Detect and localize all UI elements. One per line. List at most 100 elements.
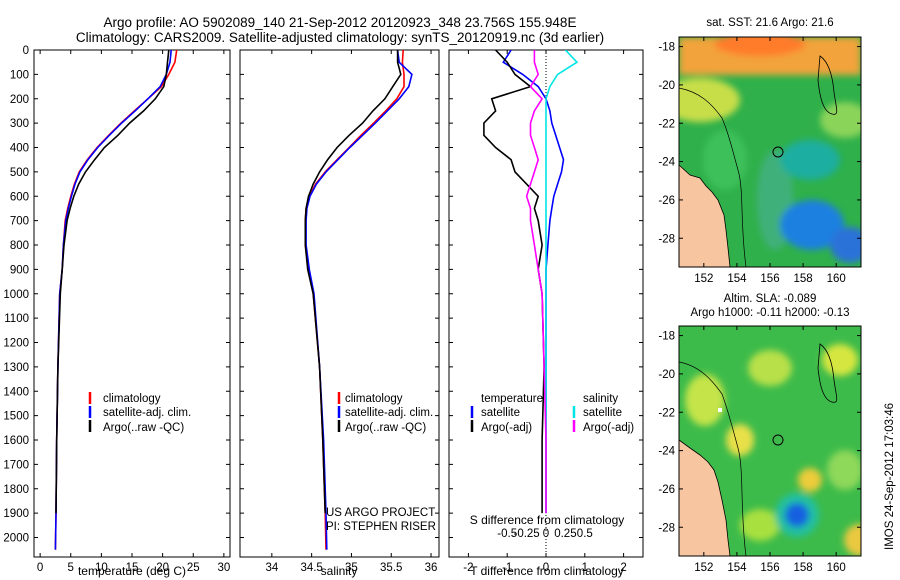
salinity-xlabel: salinity	[321, 564, 358, 578]
s-tick-label: -0.5	[497, 528, 517, 540]
temperature-legend: climatology satellite-adj. clim. Argo(..…	[88, 392, 191, 434]
series-group	[304, 50, 413, 550]
series-line-temperature-satellite	[502, 50, 565, 514]
series-line-salinity-argo-adj-	[525, 50, 547, 514]
x-tick-label: 25	[187, 562, 200, 574]
legend-label-satellite: satellite-adj. clim.	[345, 407, 433, 419]
map-x-tick-label: 154	[727, 562, 747, 574]
legend-title-salinity: salinity	[583, 393, 618, 405]
x-tick-label: 2	[620, 562, 626, 574]
legend-label-temp-argo: Argo(-adj)	[481, 422, 532, 434]
x-tick-label: 35	[345, 562, 358, 574]
map-x-tick-label: 158	[793, 562, 812, 574]
sst-map-title: sat. SST: 21.6 Argo: 21.6	[706, 17, 833, 29]
map-y-tick-label: -22	[658, 407, 675, 419]
difference-xlabel-top: S difference from climatology	[470, 513, 625, 527]
y-tick-label: 800	[10, 240, 29, 252]
s-tick-label: -0.25	[513, 528, 539, 540]
map-y-tick-label: -20	[658, 369, 675, 381]
series-group	[54, 50, 178, 550]
legend-label-sal-argo: Argo(-adj)	[583, 422, 634, 434]
y-tick-label: 1000	[3, 289, 29, 301]
series-line-climatology	[304, 50, 405, 550]
y-tick-label: 1600	[3, 435, 29, 447]
x-tick-label: 34	[265, 562, 278, 574]
sst-map-axes: 152 154 156 158 160 -18 -20 -22 -24 -26 -28	[658, 37, 861, 285]
y-tick-label: 2000	[3, 533, 29, 545]
y-tick-label: 1400	[3, 386, 29, 398]
map-x-tick-label: 160	[827, 273, 846, 285]
map-y-tick-label: -24	[658, 446, 675, 458]
series-line-temperature-argo-adj-	[483, 50, 545, 514]
map-y-tick-label: -20	[658, 80, 675, 92]
x-tick-label: 0	[37, 562, 43, 574]
sla-map	[679, 326, 861, 556]
y-tick-label: 1800	[3, 484, 29, 496]
sla-map-coastline	[679, 439, 731, 556]
map-y-tick-label: -26	[658, 484, 675, 496]
legend-label-sal-satellite: satellite	[583, 407, 622, 419]
pi-annotation: PI: STEPHEN RISER	[326, 521, 436, 533]
sst-map-argo-marker	[772, 146, 784, 158]
x-tick-label: 34.5	[300, 562, 322, 574]
x-tick-label: 10	[95, 562, 108, 574]
salinity-legend: climatology satellite-adj. clim. Argo(..…	[326, 392, 436, 533]
salinity-plot: 34 34.5 35 35.5 36	[240, 49, 439, 574]
y-tick-label: 1900	[3, 508, 29, 520]
map-y-tick-label: -18	[658, 42, 675, 54]
series-line-argo-raw-qc-	[55, 50, 170, 514]
y-tick-label: 1500	[3, 411, 29, 423]
map-y-tick-label: -24	[658, 157, 675, 169]
sst-map	[679, 37, 861, 267]
sla-map-argo-marker	[772, 434, 784, 446]
x-tick-label: -2	[463, 562, 473, 574]
x-tick-label: 35.5	[380, 562, 402, 574]
series-line-salinity-satellite	[545, 50, 579, 514]
temperature-axes	[33, 49, 231, 558]
map-x-tick-label: 152	[694, 273, 713, 285]
legend-label-climatology: climatology	[103, 393, 161, 405]
s-tick-label: 0.5	[577, 528, 593, 540]
y-tick-label: 1300	[3, 362, 29, 374]
series-line-climatology	[54, 50, 178, 550]
difference-xlabel: T difference from climatology	[470, 564, 624, 578]
figure-title-line2: Climatology: CARS2009. Satellite-adjuste…	[76, 30, 604, 45]
x-tick-label: 0	[543, 562, 549, 574]
map-x-tick-label: 160	[827, 562, 846, 574]
x-tick-label: -1	[502, 562, 512, 574]
series-line-satellite-adj-clim-	[54, 50, 172, 550]
map-y-tick-label: -22	[658, 118, 675, 130]
y-tick-label: 600	[10, 191, 29, 203]
map-y-tick-label: -18	[658, 331, 675, 343]
series-line-argo-raw-qc-	[304, 50, 402, 514]
y-tick-label: 900	[10, 264, 29, 276]
legend-label-argo: Argo(..raw -QC)	[103, 422, 184, 434]
y-tick-label: 700	[10, 216, 29, 228]
temperature-xlabel: temperature (deg C)	[78, 564, 186, 578]
map-x-tick-label: 158	[793, 273, 812, 285]
salinity-axes	[239, 49, 440, 558]
y-tick-label: 0	[23, 45, 29, 57]
x-tick-label: 30	[217, 562, 230, 574]
x-tick-label: 15	[126, 562, 139, 574]
y-tick-label: 1700	[3, 459, 29, 471]
sst-map-coastline	[679, 164, 731, 267]
x-tick-label: 1	[582, 562, 588, 574]
map-x-tick-label: 154	[727, 273, 747, 285]
map-y-tick-label: -28	[658, 522, 675, 534]
legend-label-climatology: climatology	[345, 393, 403, 405]
map-y-tick-label: -26	[658, 195, 675, 207]
x-tick-label: 36	[425, 562, 438, 574]
legend-label-satellite: satellite-adj. clim.	[103, 407, 191, 419]
y-tick-label: 1200	[3, 338, 29, 350]
series-group	[483, 50, 579, 514]
legend-label-temp-satellite: satellite	[481, 407, 520, 419]
x-tick-label: 20	[156, 562, 169, 574]
y-tick-label: 1100	[4, 313, 29, 325]
imos-watermark: IMOS 24-Sep-2012 17:03:46	[884, 403, 896, 550]
sla-map-title2: Argo h1000: -0.11 h2000: -0.13	[691, 307, 850, 319]
y-tick-label: 500	[10, 167, 29, 179]
x-tick-label: 5	[68, 562, 74, 574]
